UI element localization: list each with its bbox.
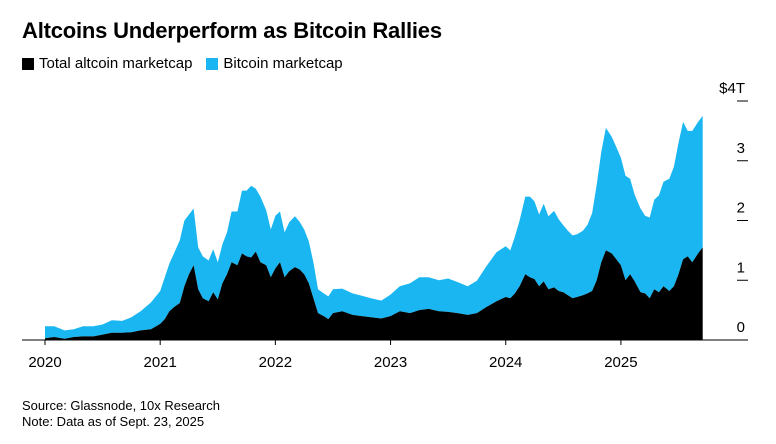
footer: Source: Glassnode, 10x Research Note: Da… bbox=[22, 398, 220, 430]
x-tick-label: 2022 bbox=[259, 354, 292, 371]
x-tick-label: 2023 bbox=[374, 354, 407, 371]
chart-title: Altcoins Underperform as Bitcoin Rallies bbox=[22, 18, 442, 43]
x-tick-label: 2025 bbox=[604, 354, 637, 371]
series-area-bitcoin bbox=[45, 115, 703, 339]
series-area-altcoin bbox=[45, 247, 703, 340]
y-tick-label: 0 bbox=[737, 319, 745, 336]
y-tick-label: 2 bbox=[737, 200, 745, 217]
x-tick-label: 2024 bbox=[489, 354, 522, 371]
source-note: Source: Glassnode, 10x Research bbox=[22, 398, 220, 413]
legend-swatch-bitcoin bbox=[206, 57, 219, 70]
legend: Total altcoin marketcap Bitcoin marketca… bbox=[22, 55, 357, 72]
y-tick-label: $4T bbox=[719, 80, 745, 97]
x-tick-label: 2021 bbox=[143, 354, 176, 371]
data-note: Note: Data as of Sept. 23, 2025 bbox=[22, 414, 205, 429]
legend-item-altcoin: Total altcoin marketcap bbox=[22, 55, 192, 72]
y-tick-label: 1 bbox=[737, 259, 745, 276]
legend-swatch-altcoin bbox=[22, 57, 34, 70]
y-tick-label: 3 bbox=[737, 140, 745, 157]
legend-label-bitcoin: Bitcoin marketcap bbox=[223, 55, 343, 72]
x-tick-label: 2020 bbox=[28, 354, 61, 371]
legend-item-bitcoin: Bitcoin marketcap bbox=[206, 55, 343, 72]
legend-label-altcoin: Total altcoin marketcap bbox=[39, 55, 193, 72]
